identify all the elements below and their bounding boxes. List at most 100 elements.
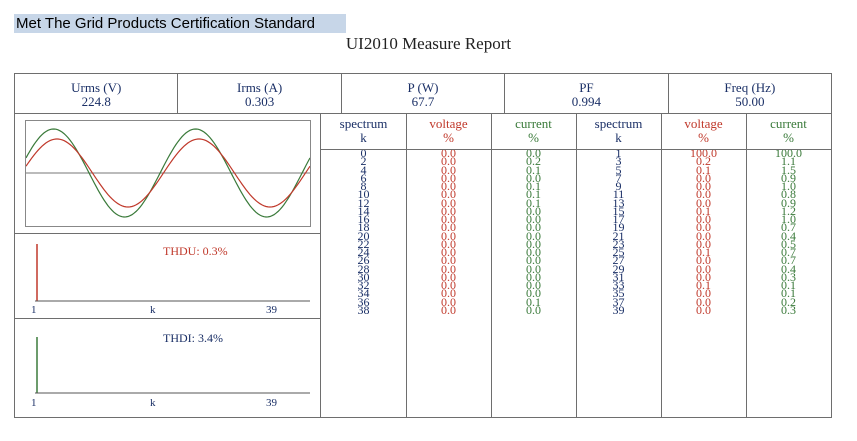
table-cell: 0.2 [526,154,541,169]
column-divider [661,113,662,417]
table-cell: 0.0 [526,286,541,301]
thdu-axis-end: 39 [266,304,277,316]
stat-value: 0.994 [571,94,602,109]
table-cell: 0.0 [526,269,541,284]
column-divider [576,113,577,417]
report-title: UI2010 Measure Report [345,34,512,53]
banner-text: Met The Grid Products Certification Stan… [14,14,346,33]
waveform-plot [26,128,310,218]
column-divider [746,113,747,417]
table-cell: 0.0 [526,253,541,268]
stat-freq: Freq (Hz) 50.00 [669,74,831,113]
header-unit: % [443,130,454,145]
thdi-label: THDI: 3.4% [163,331,223,345]
header-name: spectrum [594,116,643,131]
table-cell: 0.0 [441,236,456,251]
table-cell: 20 [357,228,370,243]
table-cell: 8 [360,179,367,193]
values-list: 100.0 1.1 1.5 0.9 1.0 0.8 0.9 1.2 1.0 0.7 0.4 0.5 0.… [746,143,831,316]
table-cell: 28 [357,261,370,276]
table-cell: 0.0 [696,253,711,268]
table-cell: 0.0 [696,302,711,317]
table-cell: 0.0 [696,294,711,309]
table-cell: 36 [357,294,370,309]
table-cell: 0.0 [441,245,456,259]
column-header: current % [491,113,576,145]
table-cell: 0.0 [441,286,456,301]
values-list: 0.0 0.0 0.0 0.0 0.0 0.0 0.0 0.0 0.0 0.0 0.0 0.0 0.0 0… [406,143,491,317]
table-cell: 33 [612,278,625,292]
header-name: current [770,116,807,131]
table-cell: 0.1 [781,278,796,292]
thdu-axis-mid: k [150,304,156,316]
table-cell: 0.1 [526,195,541,210]
table-cell: 0.1 [526,294,541,309]
header-unit: % [698,130,709,145]
table-cell: 0.0 [696,220,711,235]
table-cell: 0.0 [441,253,456,268]
table-cell: 0.0 [441,154,456,169]
table-cell: 0.0 [696,286,711,301]
table-cell: 10 [357,187,370,202]
thdi-panel: THDI: 3.4% 1 k 39 [15,319,320,417]
table-cell: 0.3 [781,269,796,284]
table-cell: 12 [357,195,370,210]
table-cell: 0.1 [526,179,541,193]
stat-value: 50.00 [735,94,765,109]
table-cell: 0.0 [526,278,541,292]
header-unit: % [783,130,794,145]
table-cell: 0.0 [441,302,456,317]
table-cell: 17 [612,212,625,226]
column-header: spectrum k [576,113,661,145]
table-cell: 19 [612,220,625,235]
table-cell: 1.0 [781,212,796,226]
stat-label: P (W) [407,80,439,95]
header-name: voltage [429,116,468,131]
stat-pf: PF 0.994 [505,74,669,113]
table-cell: 0.1 [696,203,711,218]
stat-label: Irms (A) [237,80,283,95]
thdi-axis-start: 1 [31,397,37,409]
column-header: voltage % [661,113,746,145]
table-cell: 35 [612,286,625,301]
thdi-spectrum [35,337,310,394]
table-cell: 0.1 [526,187,541,202]
table-cell: 23 [612,236,625,251]
column-header: voltage % [406,113,491,145]
table-cell: 34 [357,286,370,301]
col-odd-k: spectrum k 1 3 5 7 9 11 13 15 17 19 21 23 25 27 29 31 33… [576,113,661,316]
table-cell: 6 [360,170,367,185]
column-header: spectrum k [321,113,406,145]
table-cell: 1.5 [781,162,796,177]
table-cell: 0.0 [441,179,456,193]
table-cell: 25 [612,245,625,259]
header-unit: k [360,130,367,145]
table-cell: 0.0 [526,220,541,235]
graph-divider [15,318,320,319]
table-cell: 0.4 [781,228,796,243]
table-cell: 0.0 [441,278,456,292]
col-odd-voltage: voltage % 100.0 0.2 0.1 0.0 0.0 0.0 0.0 0.1 0.0 0… [661,113,746,317]
stat-label: PF [579,80,594,95]
table-cell: 21 [612,228,625,243]
table-cell: 13 [612,195,625,210]
table-cell: 32 [357,278,370,292]
column-divider [491,113,492,417]
table-cell: 0.0 [696,261,711,276]
table-cell: 0 [360,146,367,160]
thdi-axis-end: 39 [266,397,277,409]
table-cell: 0.0 [441,212,456,226]
column-header: current % [746,113,831,145]
header-name: spectrum [339,116,388,131]
table-cell: 14 [357,203,370,218]
table-cell: 0.0 [526,203,541,218]
table-cell: 0.0 [696,269,711,284]
header-name: voltage [684,116,723,131]
table-cell: 22 [357,236,370,251]
header-unit: % [528,130,539,145]
stat-power: P (W) 67.7 [342,74,506,113]
table-cell: 0.0 [441,187,456,202]
table-cell: 26 [357,253,370,268]
table-cell: 0.0 [526,245,541,259]
table-cell: 0.0 [441,269,456,284]
